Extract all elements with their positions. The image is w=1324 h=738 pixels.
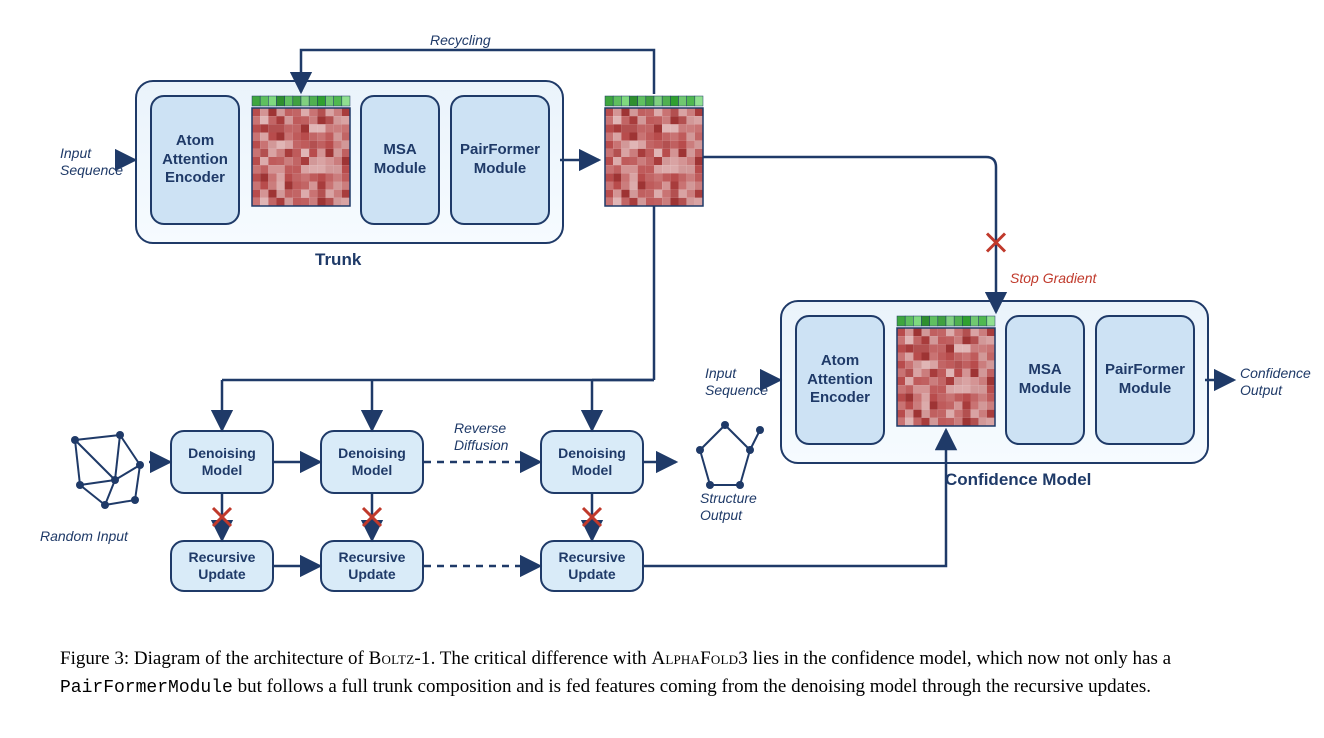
diagram-canvas: Atom Attention Encoder MSA Module PairFo… — [0, 0, 1324, 738]
recursive-update-2: Recursive Update — [320, 540, 424, 592]
module-label: Recursive Update — [559, 549, 626, 584]
caption-af3: AlphaFold3 — [651, 648, 747, 669]
module-label: MSA Module — [1019, 361, 1072, 399]
confidence-output-label: Confidence Output — [1240, 365, 1311, 399]
module-label: Atom Attention Encoder — [807, 352, 873, 408]
caption-text: Figure 3: Diagram of the architecture of — [60, 648, 369, 669]
module-label: Atom Attention Encoder — [162, 132, 228, 188]
random-input-label: Random Input — [40, 528, 128, 545]
recursive-update-1: Recursive Update — [170, 540, 274, 592]
denoising-model-2: Denoising Model — [320, 430, 424, 494]
conf-pairformer-module: PairFormer Module — [1095, 315, 1195, 445]
conf-atom-attention-encoder: Atom Attention Encoder — [795, 315, 885, 445]
caption-boltz: Boltz-1 — [369, 648, 431, 669]
module-label: Recursive Update — [339, 549, 406, 584]
caption-text: lies in the confidence model, which now … — [748, 648, 1171, 669]
caption-text: but follows a full trunk composition and… — [233, 676, 1151, 697]
module-label: PairFormer Module — [1105, 361, 1185, 399]
reverse-diffusion-label: Reverse Diffusion — [454, 420, 508, 454]
module-label: Denoising Model — [338, 445, 406, 480]
structure-output-label: Structure Output — [700, 490, 757, 524]
module-label: Recursive Update — [189, 549, 256, 584]
trunk-msa-module: MSA Module — [360, 95, 440, 225]
stop-gradient-label: Stop Gradient — [1010, 270, 1096, 287]
caption-pairformer: PairFormerModule — [60, 678, 233, 698]
trunk-title: Trunk — [315, 250, 361, 270]
denoising-model-1: Denoising Model — [170, 430, 274, 494]
confidence-title: Confidence Model — [945, 470, 1091, 490]
denoising-model-3: Denoising Model — [540, 430, 644, 494]
recycling-label: Recycling — [430, 32, 491, 49]
caption-text: . The critical difference with — [431, 648, 652, 669]
module-label: Denoising Model — [558, 445, 626, 480]
module-label: PairFormer Module — [460, 141, 540, 179]
input-sequence-label-1: Input Sequence — [60, 145, 123, 179]
module-label: MSA Module — [374, 141, 427, 179]
input-sequence-label-2: Input Sequence — [705, 365, 768, 399]
figure-caption: Figure 3: Diagram of the architecture of… — [60, 645, 1264, 701]
trunk-atom-attention-encoder: Atom Attention Encoder — [150, 95, 240, 225]
recursive-update-3: Recursive Update — [540, 540, 644, 592]
module-label: Denoising Model — [188, 445, 256, 480]
trunk-pairformer-module: PairFormer Module — [450, 95, 550, 225]
conf-msa-module: MSA Module — [1005, 315, 1085, 445]
